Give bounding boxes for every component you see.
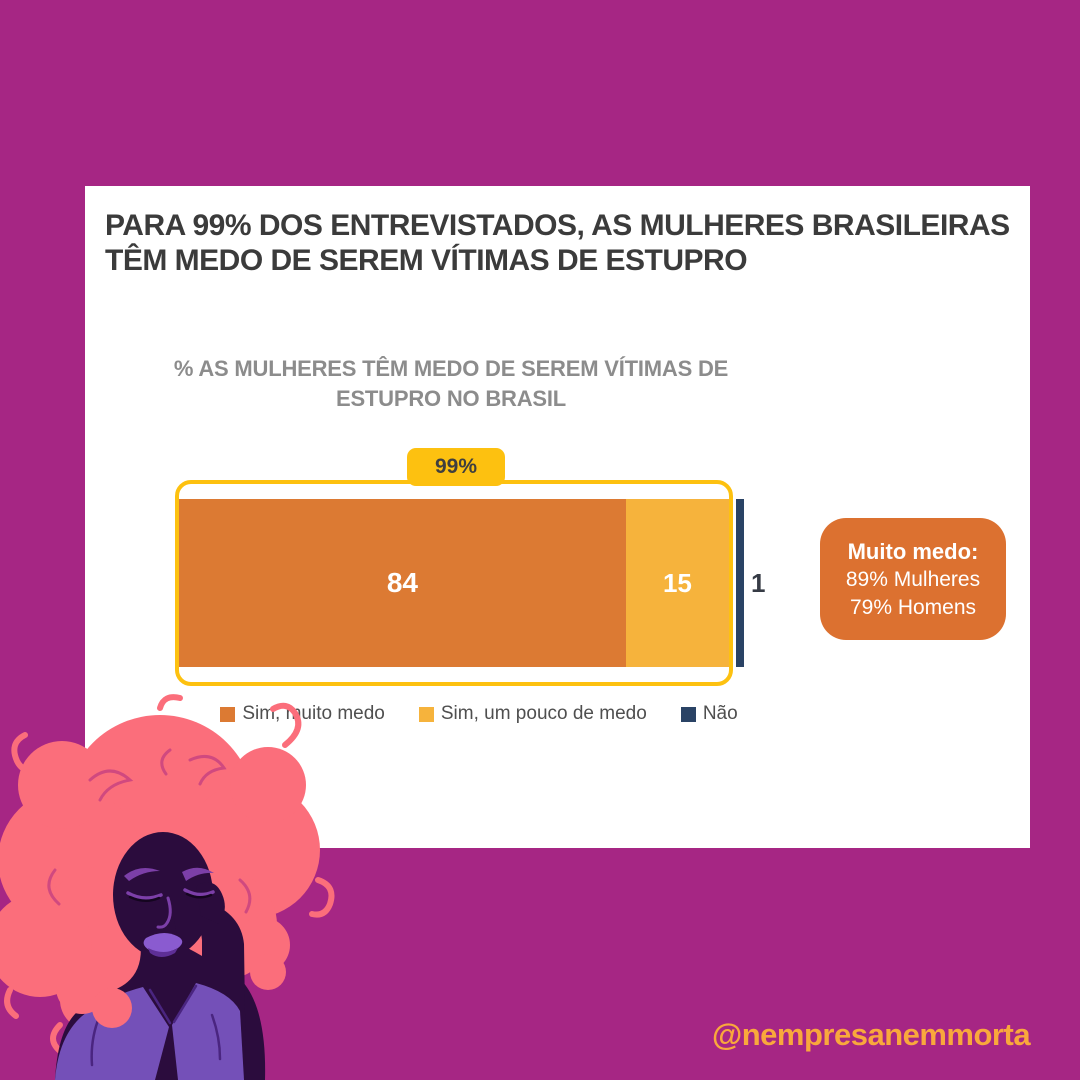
headline-line1: PARA 99% DOS ENTREVISTADOS, AS MULHERES … bbox=[105, 209, 1010, 242]
social-handle: @nempresanemmorta bbox=[712, 1017, 1031, 1052]
bar-segment-sim-um-pouco-de-medo: 15 bbox=[625, 499, 729, 667]
bar-segment-nao bbox=[736, 499, 744, 667]
hair-texture bbox=[47, 748, 252, 1018]
bar-value-sim-um-pouco-de-medo: 15 bbox=[662, 567, 692, 598]
legend-label-nao: Não bbox=[702, 703, 738, 724]
headline: PARA 99% DOS ENTREVISTADOS, AS MULHERES … bbox=[105, 208, 1017, 279]
legend-item-sim-um-pouco-de-medo: Sim, um pouco de medo bbox=[418, 703, 647, 725]
stacked-bar-row: 84 15 1 bbox=[175, 480, 765, 686]
stacked-bar: 84 15 bbox=[179, 499, 729, 667]
bar-segment-sim-muito-medo: 84 bbox=[179, 499, 626, 667]
chart-title: % AS MULHERES TÊM MEDO DE SEREM VÍTIMAS … bbox=[143, 354, 759, 413]
chart-title-line1: % AS MULHERES TÊM MEDO DE SEREM VÍTIMAS … bbox=[173, 356, 729, 381]
garment bbox=[55, 983, 244, 1080]
legend-item-nao: Não bbox=[680, 703, 738, 725]
chart-card: PARA 99% DOS ENTREVISTADOS, AS MULHERES … bbox=[85, 186, 1030, 848]
legend-swatch-orange-icon bbox=[220, 706, 236, 722]
callout-muito-medo: Muito medo: 89% Mulheres 79% Homens bbox=[820, 518, 1006, 640]
face-features bbox=[124, 867, 215, 957]
callout-line-mulheres: 89% Mulheres bbox=[845, 567, 981, 591]
headline-line2: TÊM MEDO DE SEREM VÍTIMAS DE ESTUPRO bbox=[105, 244, 748, 278]
bar-value-sim-muito-medo: 84 bbox=[386, 567, 418, 598]
callout-line-homens: 79% Homens bbox=[849, 595, 977, 619]
total-badge-label: 99% bbox=[434, 455, 478, 478]
front-curls bbox=[56, 954, 286, 1028]
legend-swatch-navy-icon bbox=[680, 706, 696, 722]
bar-value-nao: 1 bbox=[751, 567, 766, 598]
total-badge: 99% bbox=[407, 448, 505, 486]
legend-swatch-yellow-icon bbox=[418, 706, 434, 722]
chart-title-line2: ESTUPRO NO BRASIL bbox=[335, 385, 567, 411]
woman-illustration bbox=[0, 694, 335, 1080]
bar-highlight-outline: 84 15 bbox=[175, 480, 733, 686]
legend-label-sim-um-pouco-de-medo: Sim, um pouco de medo bbox=[440, 703, 647, 724]
callout-title: Muito medo: bbox=[847, 538, 979, 564]
